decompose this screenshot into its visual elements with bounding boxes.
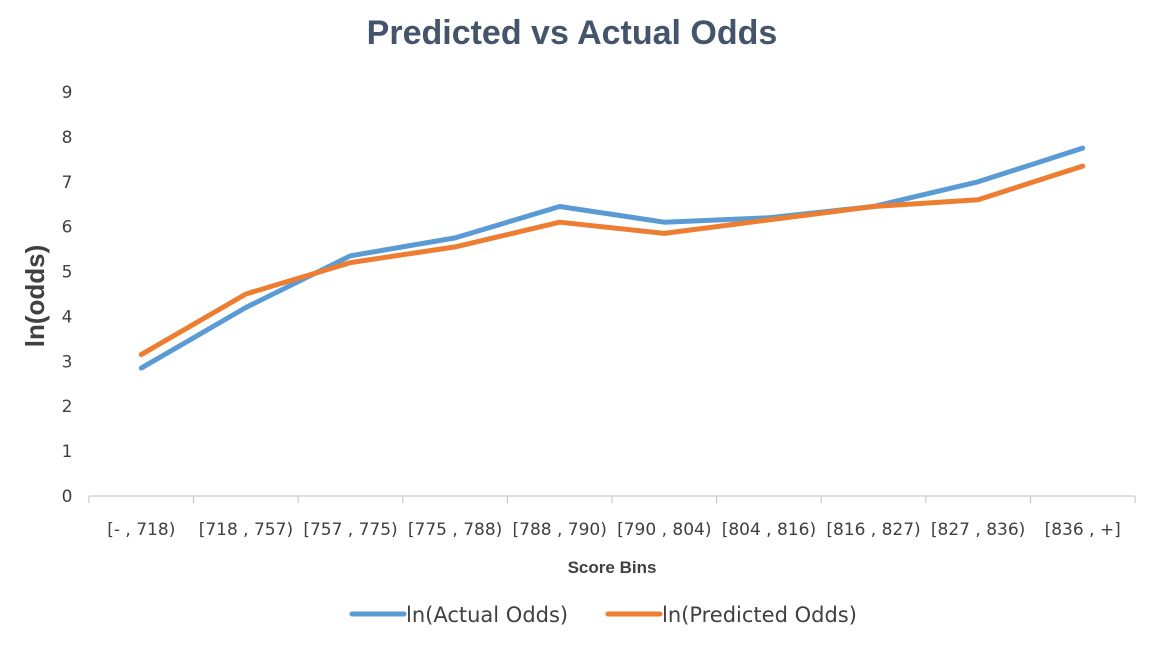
data-point: [1081, 146, 1085, 150]
data-point: [662, 220, 666, 224]
x-tick-label: [836 , +]: [1045, 520, 1121, 540]
x-tick-label: [757 , 775): [303, 520, 397, 540]
x-tick-label: [718 , 757): [199, 520, 293, 540]
y-tick-label: 8: [62, 128, 73, 148]
legend-label: ln(Actual Odds): [406, 603, 568, 627]
data-point: [558, 204, 562, 208]
legend-label: ln(Predicted Odds): [662, 603, 857, 627]
data-point: [349, 261, 352, 265]
data-point: [453, 236, 457, 240]
x-tick-label: [790 , 804): [617, 520, 711, 540]
data-point: [976, 180, 980, 184]
x-tick-label: [775 , 788): [408, 520, 502, 540]
y-tick-label: 7: [62, 173, 73, 193]
data-point: [1081, 164, 1085, 168]
x-tick-label: [816 , 827): [826, 520, 920, 540]
data-point: [139, 353, 143, 357]
data-point: [558, 220, 562, 224]
y-tick-label: 0: [62, 487, 73, 507]
series-lines: [138, 145, 1086, 371]
y-tick-label: 1: [62, 442, 73, 462]
x-tick-label: [827 , 836): [931, 520, 1025, 540]
x-tick-label: [788 , 790): [513, 520, 607, 540]
data-point: [976, 198, 980, 202]
x-tick-label: [804 , 816): [722, 520, 816, 540]
y-axis-label: ln(odds): [20, 245, 50, 348]
data-point: [662, 231, 666, 235]
data-point: [349, 254, 352, 258]
data-point: [453, 245, 457, 249]
data-point: [767, 218, 771, 222]
y-tick-label: 5: [62, 263, 73, 283]
data-point: [872, 204, 875, 208]
series-line-0: [138, 145, 1086, 371]
y-tick-label: 2: [62, 397, 73, 417]
x-tick-labels: [- , 718) [718 , 757) [757 , 775) [775 , 78…: [88, 496, 1136, 540]
data-point: [244, 305, 248, 309]
data-point: [244, 292, 248, 296]
series-line-1: [138, 163, 1086, 358]
y-tick-labels: 0 1 2 3 4 5 6 7 8 9: [62, 83, 73, 507]
y-tick-label: 4: [62, 307, 73, 327]
legend: ln(Actual Odds) ln(Predicted Odds): [349, 603, 857, 627]
y-tick-label: 3: [62, 352, 73, 372]
chart-title: Predicted vs Actual Odds: [367, 14, 778, 52]
data-point: [139, 366, 143, 370]
x-axis-label: Score Bins: [568, 558, 657, 577]
y-tick-label: 9: [62, 83, 73, 103]
x-tick-label: [- , 718): [107, 520, 175, 540]
y-tick-label: 6: [62, 218, 73, 238]
